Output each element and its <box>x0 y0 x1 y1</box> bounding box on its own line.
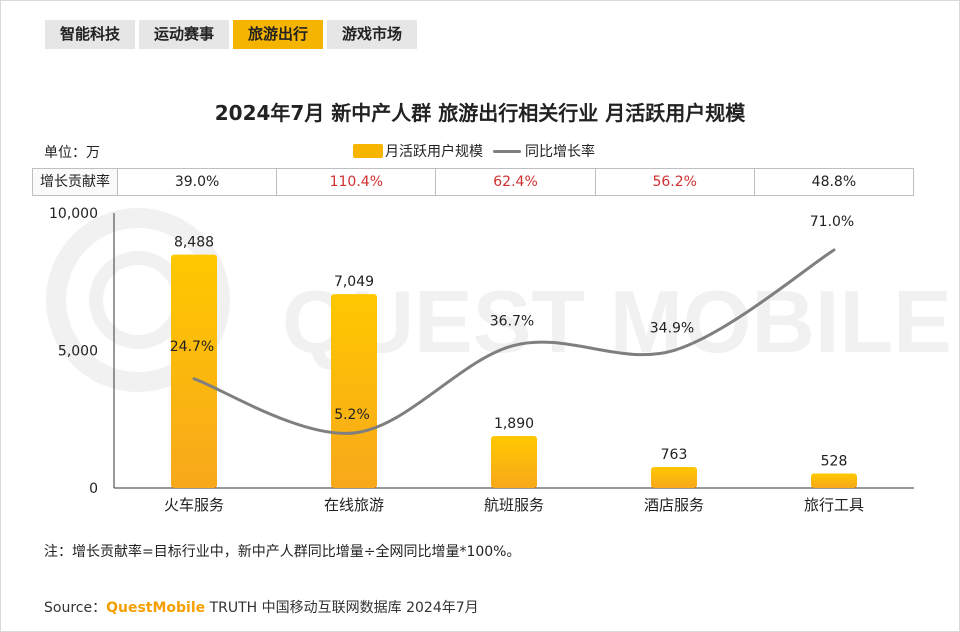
contribution-cell: 110.4% <box>277 169 437 195</box>
bar <box>811 473 857 488</box>
y-tick-label: 0 <box>89 481 98 497</box>
line-value-label: 24.7% <box>170 339 214 355</box>
line-value-label: 71.0% <box>810 214 854 230</box>
bar <box>651 467 697 488</box>
bar <box>331 294 377 488</box>
source-brand: QuestMobile <box>106 600 206 616</box>
tab-0[interactable]: 智能科技 <box>45 20 136 49</box>
bar <box>171 254 217 488</box>
bar-value-label: 8,488 <box>174 235 214 251</box>
source-prefix: Source： <box>44 600 107 616</box>
tab-3[interactable]: 游戏市场 <box>327 20 418 49</box>
x-tick-label: 酒店服务 <box>644 496 704 514</box>
contribution-cell: 48.8% <box>811 174 857 190</box>
chart-title: 2024年7月 新中产人群 旅游出行相关行业 月活跃用户规模 <box>214 101 746 125</box>
line-value-label: 34.9% <box>650 320 694 336</box>
bar-value-label: 7,049 <box>334 274 374 290</box>
legend: 月活跃用户规模 同比增长率 <box>353 141 595 161</box>
contribution-header: 增长贡献率 <box>33 169 118 195</box>
contribution-table: 增长贡献率 39.0% 110.4% 62.4% 56.2% 48.8% <box>32 168 914 196</box>
source-line: Source：QuestMobile TRUTH 中国移动互联网数据库 2024… <box>44 597 479 617</box>
growth-line <box>192 248 836 435</box>
footnote: 注：增长贡献率=目标行业中，新中产人群同比增量÷全网同比增量*100%。 <box>44 544 521 560</box>
watermark-text: QUEST MOBILE <box>282 272 952 371</box>
legend-bar-label: 月活跃用户规模 <box>385 144 483 160</box>
tab-1[interactable]: 运动赛事 <box>139 20 230 49</box>
unit-label: 单位：万 <box>44 145 100 161</box>
contribution-cell: 62.4% <box>436 169 596 195</box>
y-tick-label: 5,000 <box>58 344 98 360</box>
bar-value-label: 528 <box>821 453 848 469</box>
source-rest: TRUTH 中国移动互联网数据库 2024年7月 <box>205 600 479 616</box>
contribution-cell: 56.2% <box>596 169 755 195</box>
bar-value-label: 1,890 <box>494 416 534 432</box>
tab-2[interactable]: 旅游出行 <box>233 20 324 49</box>
bar <box>491 436 537 488</box>
line-value-label: 36.7% <box>490 313 534 329</box>
contribution-cell: 39.0% <box>118 169 278 195</box>
legend-line-swatch <box>493 149 521 153</box>
watermark-logo-ring <box>46 208 230 392</box>
x-tick-label: 航班服务 <box>484 496 544 514</box>
legend-bar-swatch <box>353 144 383 158</box>
bar-value-label: 763 <box>661 447 688 463</box>
x-tick-label: 旅行工具 <box>804 496 864 514</box>
y-tick-label: 10,000 <box>49 206 98 222</box>
category-tabs: 智能科技 运动赛事 旅游出行 游戏市场 <box>45 20 418 49</box>
x-tick-label: 在线旅游 <box>324 496 384 514</box>
line-value-label: 5.2% <box>334 407 370 423</box>
x-tick-label: 火车服务 <box>164 496 224 514</box>
legend-line-label: 同比增长率 <box>525 144 595 160</box>
